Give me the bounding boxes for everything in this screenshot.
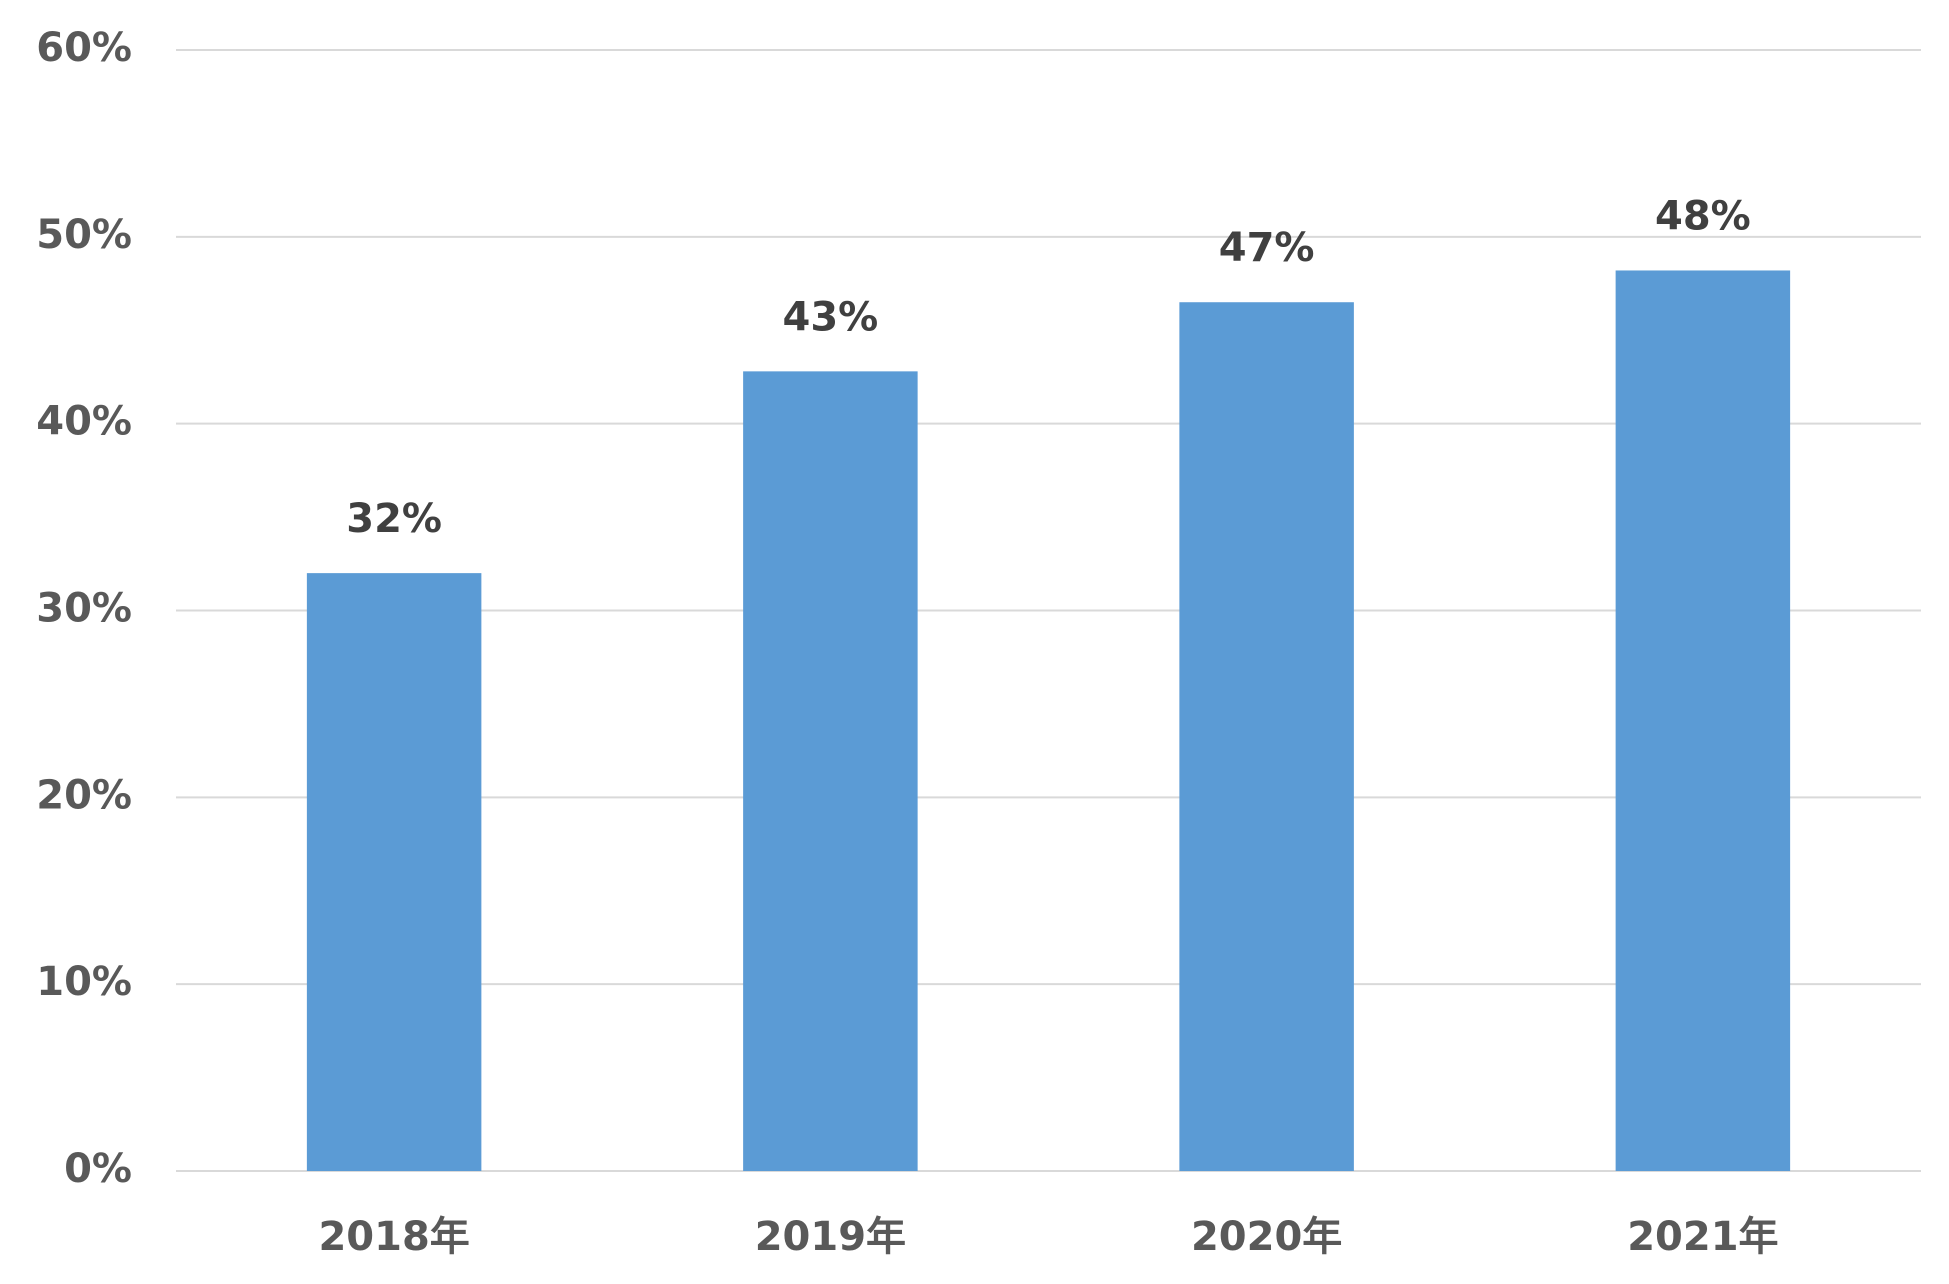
x-tick-label: 2018年 — [318, 1214, 469, 1260]
y-tick-label: 50% — [36, 212, 132, 258]
bar — [743, 371, 918, 1171]
y-tick-label: 0% — [64, 1146, 132, 1192]
data-label: 47% — [1219, 225, 1315, 271]
bar — [1615, 270, 1791, 1171]
y-tick-label: 30% — [36, 586, 132, 632]
x-tick-label: 2021年 — [1627, 1214, 1778, 1260]
data-label: 32% — [346, 496, 442, 542]
bar — [306, 573, 482, 1171]
y-tick-label: 60% — [36, 25, 132, 71]
x-tick-label: 2020年 — [1191, 1214, 1342, 1260]
y-tick-label: 40% — [36, 399, 132, 445]
x-tick-label: 2019年 — [755, 1214, 906, 1260]
y-tick-label: 10% — [36, 959, 132, 1005]
bar — [1179, 302, 1354, 1172]
data-label: 43% — [783, 294, 879, 340]
data-label: 48% — [1655, 193, 1751, 239]
y-tick-label: 20% — [36, 772, 132, 818]
